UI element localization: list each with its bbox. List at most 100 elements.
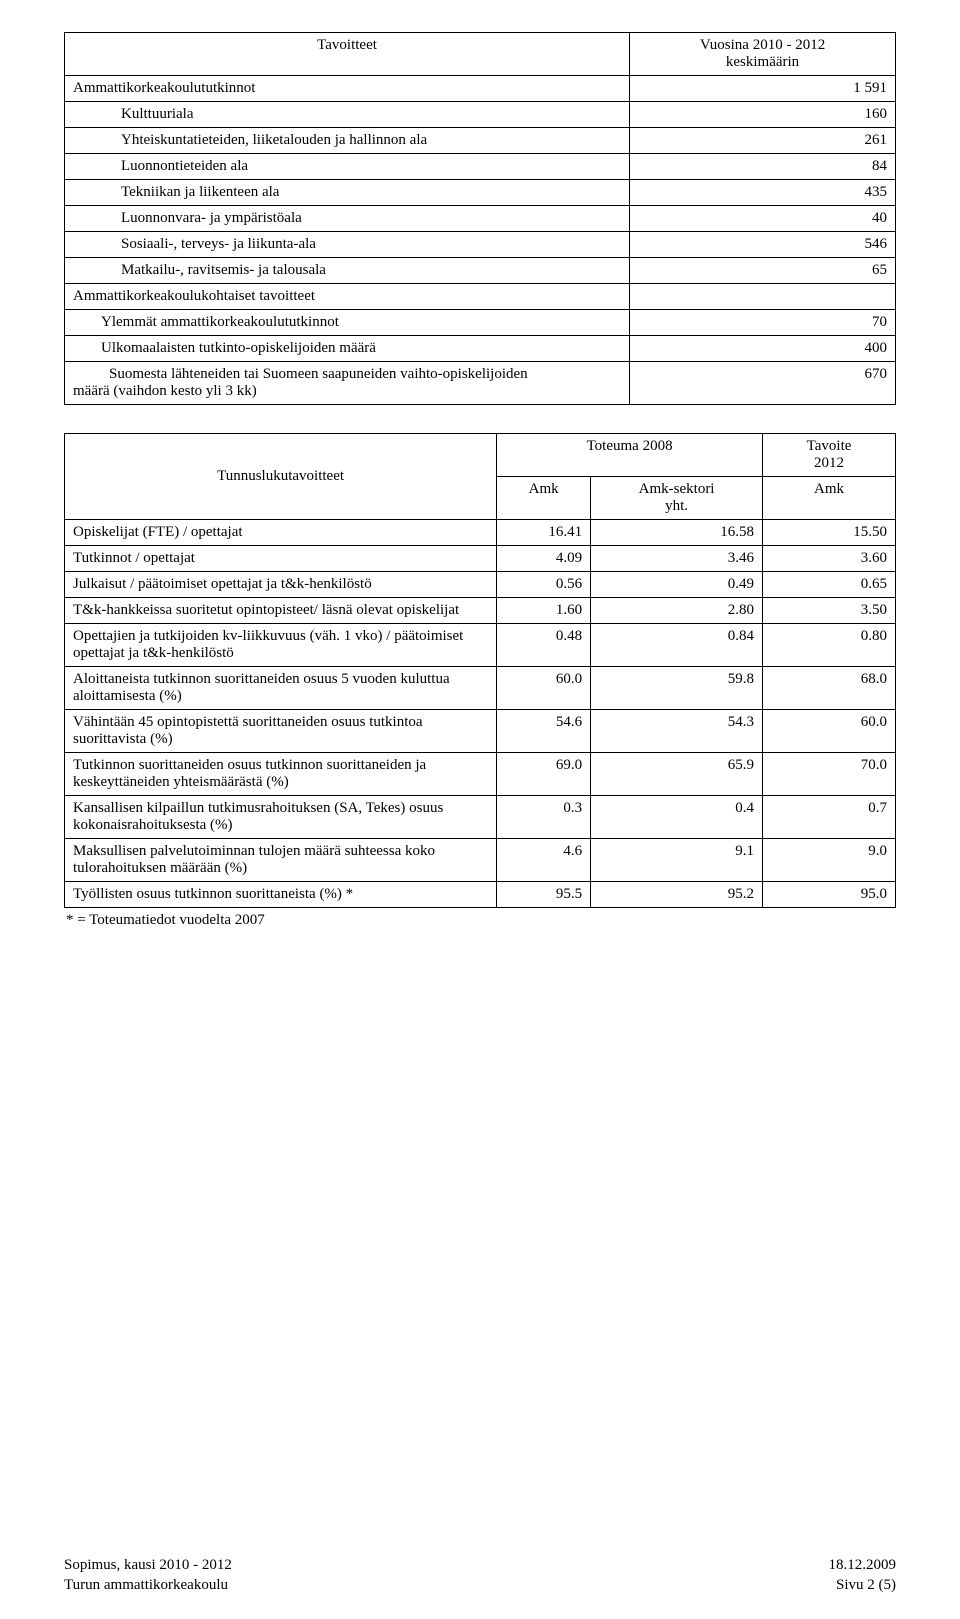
row-value-tavoite: 95.0 [763, 882, 896, 908]
table-row: Ulkomaalaisten tutkinto-opiskelijoiden m… [65, 336, 896, 362]
row-value-amk: 0.3 [497, 796, 591, 839]
row-label: Sosiaali-, terveys- ja liikunta-ala [65, 232, 630, 258]
row-value-tavoite: 0.65 [763, 572, 896, 598]
row-label: Kansallisen kilpaillun tutkimusrahoituks… [65, 796, 497, 839]
row-label: Tekniikan ja liikenteen ala [65, 180, 630, 206]
row-value-tavoite: 3.50 [763, 598, 896, 624]
row-value-tavoite: 15.50 [763, 520, 896, 546]
row-value-sektori: 16.58 [591, 520, 763, 546]
footer-left-line1: Sopimus, kausi 2010 - 2012 [64, 1557, 232, 1573]
row-value [630, 284, 896, 310]
table-row: Sosiaali-, terveys- ja liikunta-ala546 [65, 232, 896, 258]
page-footer: Sopimus, kausi 2010 - 2012 Turun ammatti… [64, 1556, 896, 1595]
row-label: Julkaisut / päätoimiset opettajat ja t&k… [65, 572, 497, 598]
row-value-tavoite: 0.7 [763, 796, 896, 839]
row-value-amk: 0.56 [497, 572, 591, 598]
table-row: Ammattikorkeakoulututkinnot1 591 [65, 76, 896, 102]
row-label: Aloittaneista tutkinnon suorittaneiden o… [65, 667, 497, 710]
table-row: Aloittaneista tutkinnon suorittaneiden o… [65, 667, 896, 710]
table-row: Luonnontieteiden ala84 [65, 154, 896, 180]
header-vuosina-line1: Vuosina 2010 - 2012 [700, 37, 825, 53]
table-row: Tekniikan ja liikenteen ala435 [65, 180, 896, 206]
table-header-row: Tavoitteet Vuosina 2010 - 2012 keskimäär… [65, 33, 896, 76]
row-label: Tutkinnon suorittaneiden osuus tutkinnon… [65, 753, 497, 796]
table-row: Maksullisen palvelutoiminnan tulojen mää… [65, 839, 896, 882]
row-value-sektori: 95.2 [591, 882, 763, 908]
table-footnote: * = Toteumatiedot vuodelta 2007 [64, 912, 896, 929]
row-value-sektori: 3.46 [591, 546, 763, 572]
row-label: Luonnonvara- ja ympäristöala [65, 206, 630, 232]
row-value: 670 [630, 362, 896, 405]
row-value-amk: 95.5 [497, 882, 591, 908]
row-value: 65 [630, 258, 896, 284]
row-value-sektori: 54.3 [591, 710, 763, 753]
row-label: Matkailu-, ravitsemis- ja talousala [65, 258, 630, 284]
row-value-tavoite: 60.0 [763, 710, 896, 753]
row-value: 435 [630, 180, 896, 206]
row-label: Opiskelijat (FTE) / opettajat [65, 520, 497, 546]
row-value: 160 [630, 102, 896, 128]
row-value-amk: 16.41 [497, 520, 591, 546]
subhead-amk: Amk [497, 477, 591, 520]
subhead-amk2: Amk [763, 477, 896, 520]
footer-left: Sopimus, kausi 2010 - 2012 Turun ammatti… [64, 1556, 232, 1595]
row-label: Työllisten osuus tutkinnon suorittaneist… [65, 882, 497, 908]
footer-right-line2: Sivu 2 (5) [836, 1577, 896, 1593]
header-tunnusluku: Tunnuslukutavoitteet [65, 434, 497, 520]
row-value: 84 [630, 154, 896, 180]
table-row: Työllisten osuus tutkinnon suorittaneist… [65, 882, 896, 908]
row-label: Ylemmät ammattikorkeakoulututkinnot [65, 310, 630, 336]
row-value-tavoite: 68.0 [763, 667, 896, 710]
subhead-sektori: Amk-sektori yht. [591, 477, 763, 520]
table-row: Yhteiskuntatieteiden, liiketalouden ja h… [65, 128, 896, 154]
row-value-amk: 54.6 [497, 710, 591, 753]
row-value-sektori: 0.49 [591, 572, 763, 598]
table-row: Kansallisen kilpaillun tutkimusrahoituks… [65, 796, 896, 839]
row-value-sektori: 9.1 [591, 839, 763, 882]
row-value: 70 [630, 310, 896, 336]
row-label: Ammattikorkeakoulukohtaiset tavoitteet [65, 284, 630, 310]
row-label: Maksullisen palvelutoiminnan tulojen mää… [65, 839, 497, 882]
header-tavoite-line1: Tavoite [807, 438, 852, 454]
indicators-table: Tunnuslukutavoitteet Toteuma 2008 Tavoit… [64, 433, 896, 908]
row-value: 400 [630, 336, 896, 362]
header-tavoite-line2: 2012 [814, 455, 844, 471]
row-value: 546 [630, 232, 896, 258]
header-tavoite: Tavoite 2012 [763, 434, 896, 477]
row-value-sektori: 2.80 [591, 598, 763, 624]
footer-right: 18.12.2009 Sivu 2 (5) [829, 1556, 897, 1595]
table-row: T&k-hankkeissa suoritetut opintopisteet/… [65, 598, 896, 624]
table-row: Tutkinnon suorittaneiden osuus tutkinnon… [65, 753, 896, 796]
subhead-sektori-line1: Amk-sektori [639, 481, 715, 497]
subhead-sektori-line2: yht. [665, 498, 688, 514]
row-label: Tutkinnot / opettajat [65, 546, 497, 572]
table-header-row: Tunnuslukutavoitteet Toteuma 2008 Tavoit… [65, 434, 896, 477]
row-value: 40 [630, 206, 896, 232]
header-vuosina-line2: keskimäärin [726, 54, 799, 70]
row-label: Opettajien ja tutkijoiden kv-liikkuvuus … [65, 624, 497, 667]
table-row: Opettajien ja tutkijoiden kv-liikkuvuus … [65, 624, 896, 667]
row-label: Yhteiskuntatieteiden, liiketalouden ja h… [65, 128, 630, 154]
table-row: Luonnonvara- ja ympäristöala40 [65, 206, 896, 232]
row-label: Vähintään 45 opintopistettä suorittaneid… [65, 710, 497, 753]
row-value-tavoite: 9.0 [763, 839, 896, 882]
table-row: Opiskelijat (FTE) / opettajat16.4116.581… [65, 520, 896, 546]
row-label: Kulttuuriala [65, 102, 630, 128]
row-value-amk: 69.0 [497, 753, 591, 796]
row-value-amk: 0.48 [497, 624, 591, 667]
row-label: Luonnontieteiden ala [65, 154, 630, 180]
header-vuosina: Vuosina 2010 - 2012 keskimäärin [630, 33, 896, 76]
row-value: 261 [630, 128, 896, 154]
row-value-amk: 4.09 [497, 546, 591, 572]
table-row: Matkailu-, ravitsemis- ja talousala65 [65, 258, 896, 284]
footer-right-line1: 18.12.2009 [829, 1557, 897, 1573]
table-row: Suomesta lähteneiden tai Suomeen saapune… [65, 362, 896, 405]
row-label: Suomesta lähteneiden tai Suomeen saapune… [65, 362, 630, 405]
row-value-sektori: 65.9 [591, 753, 763, 796]
targets-table: Tavoitteet Vuosina 2010 - 2012 keskimäär… [64, 32, 896, 405]
row-value-sektori: 59.8 [591, 667, 763, 710]
table-row: Kulttuuriala160 [65, 102, 896, 128]
row-value-tavoite: 3.60 [763, 546, 896, 572]
page: Tavoitteet Vuosina 2010 - 2012 keskimäär… [0, 0, 960, 1619]
table-row: Ammattikorkeakoulukohtaiset tavoitteet [65, 284, 896, 310]
